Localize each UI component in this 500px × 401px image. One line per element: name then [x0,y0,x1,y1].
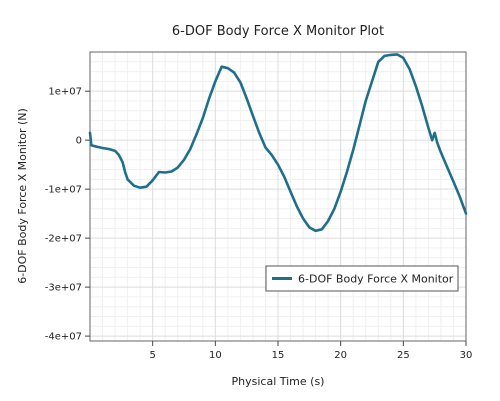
y-tick-label: -1e+07 [45,185,82,196]
legend-entry: 6-DOF Body Force X Monitor [298,273,454,286]
x-tick-label: 10 [209,350,222,361]
chart-title: 6-DOF Body Force X Monitor Plot [172,24,384,39]
y-tick-label: -2e+07 [45,234,82,245]
ticks: 5 10 15 20 25 30 1e+07 0 -1e+07 -2e+07 -3e+07 -4e+0… [45,87,473,361]
x-tick-label: 5 [149,350,155,361]
series-line-0 [88,53,468,233]
grid [90,51,467,341]
y-axis-label: 6-DOF Body Force X Monitor (N) [16,108,29,284]
x-tick-label: 15 [272,350,285,361]
legend: 6-DOF Body Force X Monitor [265,265,459,292]
series-layer [88,53,468,233]
y-tick-label: 1e+07 [48,87,82,98]
y-tick-label: -4e+07 [45,332,82,343]
x-tick-label: 30 [460,350,473,361]
x-tick-label: 25 [397,350,410,361]
x-tick-label: 20 [334,350,347,361]
y-tick-label: 0 [76,136,82,147]
legend-box [265,265,459,292]
x-axis-label: Physical Time (s) [232,375,325,388]
y-tick-label: -3e+07 [45,283,82,294]
